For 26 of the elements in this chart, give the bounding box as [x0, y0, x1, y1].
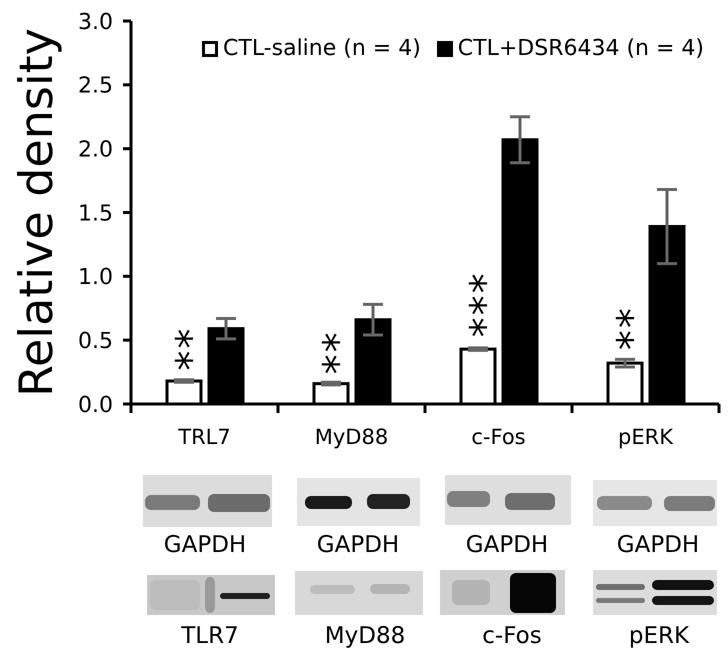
text: GAPDH	[164, 532, 246, 558]
y-tick-label: 1.5	[78, 201, 113, 226]
y-tick-label: 2.0	[78, 137, 113, 162]
text: TLR7	[180, 623, 239, 649]
x-tick-label: TRL7	[177, 424, 231, 449]
text: pERK	[628, 623, 690, 649]
y-tick-label: 2.5	[78, 74, 113, 99]
y-tick-label: 0.5	[78, 328, 113, 354]
x-tick-label: c-Fos	[471, 424, 526, 449]
text: GAPDH	[466, 532, 548, 558]
text: GAPDH	[316, 532, 400, 558]
legend-label: CTL+DSR6434 (n = 4)	[458, 36, 704, 61]
annotation: ***	[462, 271, 508, 338]
legend-label: CTL-saline (n = 4)	[223, 36, 421, 61]
text: c-Fos	[482, 623, 542, 649]
x-tick-label: pERK	[618, 424, 674, 449]
text: GAPDH	[616, 532, 700, 558]
text: MyD88	[324, 623, 406, 649]
y-tick-label: 1.0	[78, 265, 113, 290]
y-tick-label: 0.0	[78, 392, 113, 418]
annotation: **	[168, 326, 214, 371]
y-tick-label: 3.0	[78, 10, 113, 35]
annotation: **	[316, 330, 362, 374]
y-axis-title: Relative density	[9, 28, 63, 397]
x-tick-label: MyD88	[314, 424, 388, 449]
annotation: **	[610, 306, 656, 350]
